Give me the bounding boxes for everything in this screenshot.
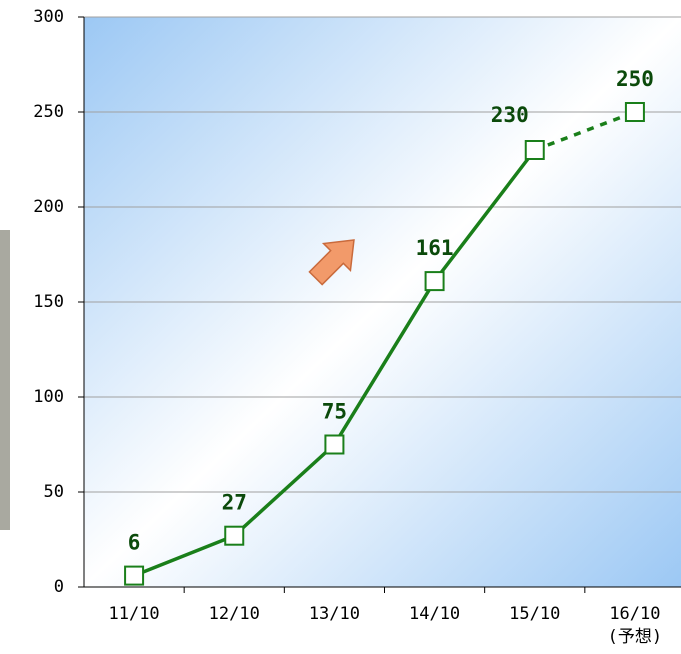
marker — [424, 271, 445, 292]
value-label: 6 — [128, 531, 141, 555]
y-tick-label: 200 — [33, 197, 64, 217]
value-label: 161 — [416, 236, 454, 260]
x-tick-label: 15/10 — [509, 604, 560, 624]
photo-edge — [0, 230, 10, 530]
marker — [224, 525, 245, 546]
y-tick-label: 150 — [33, 292, 64, 312]
x-tick-note: (予想) — [608, 627, 662, 647]
x-tick-label: 13/10 — [309, 604, 360, 624]
marker — [524, 140, 545, 160]
value-label: 75 — [322, 400, 347, 424]
marker — [624, 102, 645, 122]
marker — [324, 434, 345, 455]
x-tick-label: 14/10 — [409, 604, 460, 624]
marker — [124, 565, 145, 586]
value-label: 230 — [491, 103, 529, 127]
value-label: 250 — [616, 67, 654, 91]
y-tick-label: 250 — [33, 102, 64, 122]
up-arrow — [308, 239, 355, 286]
y-tick-label: 0 — [54, 577, 64, 597]
x-tick-label: 12/10 — [209, 604, 260, 624]
y-tick-label: 50 — [44, 482, 64, 502]
y-tick-label: 300 — [33, 7, 64, 27]
x-tick-label: 16/10 — [609, 604, 660, 624]
y-tick-label: 100 — [33, 387, 64, 407]
x-tick-label: 11/10 — [108, 604, 159, 624]
value-label: 27 — [222, 491, 247, 515]
line — [534, 110, 636, 152]
